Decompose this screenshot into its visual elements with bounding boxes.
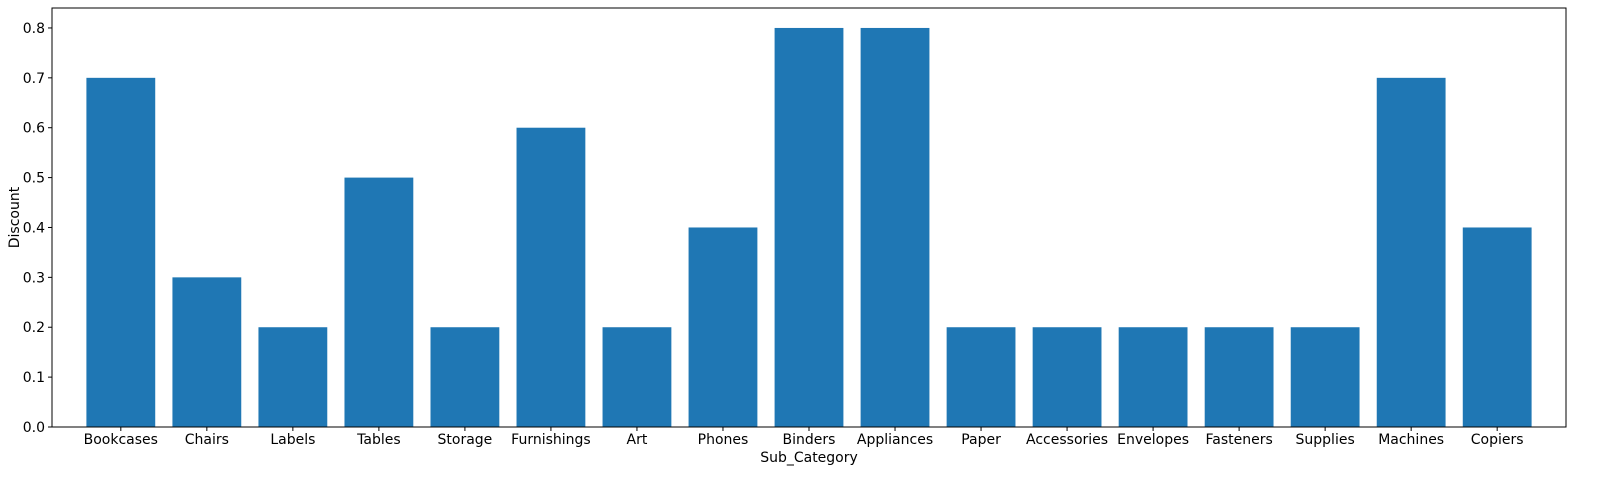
x-tick-label: Storage <box>438 432 493 448</box>
y-tick-label: 0.6 <box>23 121 45 137</box>
x-tick-label: Binders <box>783 432 836 448</box>
y-tick-label: 0.0 <box>23 420 45 436</box>
bars-group <box>86 27 1532 427</box>
x-axis-label: Sub_Category <box>760 450 858 466</box>
x-tick-label: Art <box>627 432 648 448</box>
x-tick-label: Copiers <box>1471 432 1524 448</box>
y-axis-ticks: 0.0 0.1 0.2 0.3 0.4 0.5 0.6 0.7 0.8 <box>23 21 52 436</box>
x-tick-label: Phones <box>698 432 749 448</box>
x-tick-label: Machines <box>1378 432 1444 448</box>
x-tick-label: Paper <box>961 432 1001 448</box>
x-tick-label: Appliances <box>857 432 933 448</box>
x-axis-ticks: Bookcases Chairs Labels Tables Storage Furnis… <box>84 427 1524 448</box>
x-tick-label: Bookcases <box>84 432 158 448</box>
x-tick-label: Furnishings <box>511 432 591 448</box>
bar-labels <box>258 327 328 427</box>
y-axis-label: Discount <box>7 186 23 248</box>
bar-accessories <box>1032 327 1102 427</box>
y-tick-label: 0.7 <box>23 71 45 87</box>
bar-supplies <box>1290 327 1360 427</box>
y-tick-label: 0.8 <box>23 21 45 37</box>
x-tick-label: Chairs <box>185 432 229 448</box>
plot-frame <box>51 7 1567 428</box>
bar-copiers <box>1462 227 1532 427</box>
bar-machines <box>1376 77 1446 427</box>
bar-storage <box>430 327 500 427</box>
x-tick-label: Supplies <box>1296 432 1355 448</box>
y-tick-label: 0.5 <box>23 171 45 187</box>
x-tick-label: Envelopes <box>1117 432 1189 448</box>
bar-appliances <box>860 27 930 427</box>
bar-chairs <box>172 277 242 427</box>
bar-phones <box>688 227 758 427</box>
bar-tables <box>344 177 414 427</box>
y-tick-label: 0.4 <box>23 220 45 236</box>
x-tick-label: Accessories <box>1026 432 1108 448</box>
x-tick-label: Labels <box>270 432 315 448</box>
y-tick-label: 0.1 <box>23 370 45 386</box>
bar-fasteners <box>1204 327 1274 427</box>
bar-envelopes <box>1118 327 1188 427</box>
bar-binders <box>774 27 844 427</box>
x-tick-label: Fasteners <box>1205 432 1272 448</box>
y-tick-label: 0.2 <box>23 320 45 336</box>
x-tick-label: Tables <box>356 432 401 448</box>
bar-art <box>602 327 672 427</box>
bar-paper <box>946 327 1016 427</box>
y-tick-label: 0.3 <box>23 270 45 286</box>
bar-bookcases <box>86 77 156 427</box>
bar-furnishings <box>516 127 586 427</box>
